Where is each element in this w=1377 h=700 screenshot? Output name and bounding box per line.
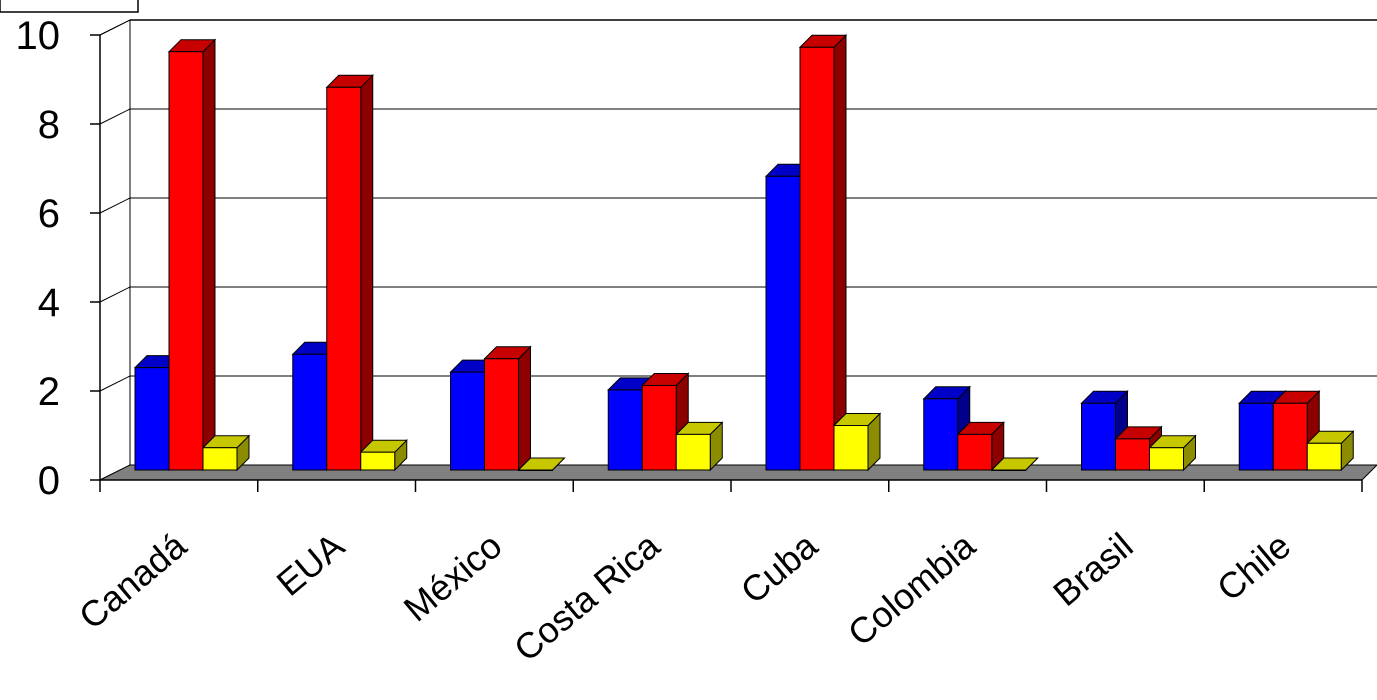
bar-side	[360, 74, 374, 472]
bar-front	[1272, 402, 1308, 471]
bar-front	[923, 398, 959, 471]
bar-front	[675, 433, 711, 471]
bar-front	[765, 175, 801, 471]
bars	[133, 34, 1355, 472]
chart-walls	[99, 19, 1377, 481]
bar	[1306, 430, 1355, 472]
bar-front	[1081, 402, 1116, 471]
bar	[832, 412, 882, 472]
bar	[517, 457, 566, 471]
gridline-side	[99, 375, 131, 392]
axes	[0, 0, 1363, 492]
x-tick-label: Cuba	[733, 524, 826, 611]
x-tick-label: Colombia	[840, 524, 984, 654]
bar-front	[799, 46, 835, 471]
legend-frame-edge	[0, 0, 139, 13]
bar-front	[1149, 447, 1184, 471]
bar-front	[1115, 438, 1150, 471]
bar-front	[1238, 402, 1274, 471]
bar-front	[326, 86, 362, 471]
bar-front	[518, 469, 553, 471]
bar-front	[991, 469, 1027, 471]
bar-front	[1306, 442, 1342, 471]
bar-front	[484, 358, 519, 471]
gridline-side	[99, 286, 131, 303]
bar-front	[957, 433, 993, 471]
gridline-side	[99, 197, 131, 214]
bar-front	[641, 384, 677, 471]
bar-front	[833, 425, 869, 471]
bar	[675, 421, 724, 472]
y-tick-label: 2	[38, 370, 60, 414]
bar	[359, 438, 408, 472]
gridlines	[99, 19, 1377, 392]
bar-front	[450, 371, 485, 471]
bar-front	[134, 367, 170, 471]
gridline-side	[99, 19, 131, 36]
y-tick-labels: 0 2 4 6 8 10	[16, 14, 61, 503]
bar-front	[168, 51, 204, 471]
bar	[167, 38, 217, 472]
side-wall	[99, 19, 131, 481]
x-tick-label: Costa Rica	[506, 524, 668, 669]
bar	[483, 345, 532, 472]
bar-front	[292, 353, 328, 471]
bar	[201, 434, 251, 472]
y-tick-label: 4	[38, 281, 60, 325]
bar	[798, 34, 848, 472]
x-tick-label: Canadá	[71, 524, 195, 637]
y-tick-label: 8	[38, 103, 60, 147]
x-tick-label: EUA	[269, 525, 352, 604]
bar-front	[607, 389, 643, 471]
bar	[1148, 434, 1197, 472]
x-tick-label: México	[396, 525, 510, 630]
bar-front	[360, 451, 396, 471]
y-tick-label: 6	[38, 192, 60, 236]
x-tick-label: Brasil	[1045, 525, 1140, 614]
bar	[325, 74, 374, 472]
bar	[990, 457, 1039, 471]
x-tick-label: Chile	[1209, 525, 1298, 609]
bar-front	[202, 447, 238, 471]
y-tick-label: 10	[16, 14, 61, 58]
bar	[956, 421, 1005, 472]
y-tick-label: 0	[38, 459, 60, 503]
bar-side	[202, 38, 216, 472]
bar-side	[833, 34, 847, 472]
bar-side	[518, 345, 531, 472]
gridline-side	[99, 108, 131, 125]
